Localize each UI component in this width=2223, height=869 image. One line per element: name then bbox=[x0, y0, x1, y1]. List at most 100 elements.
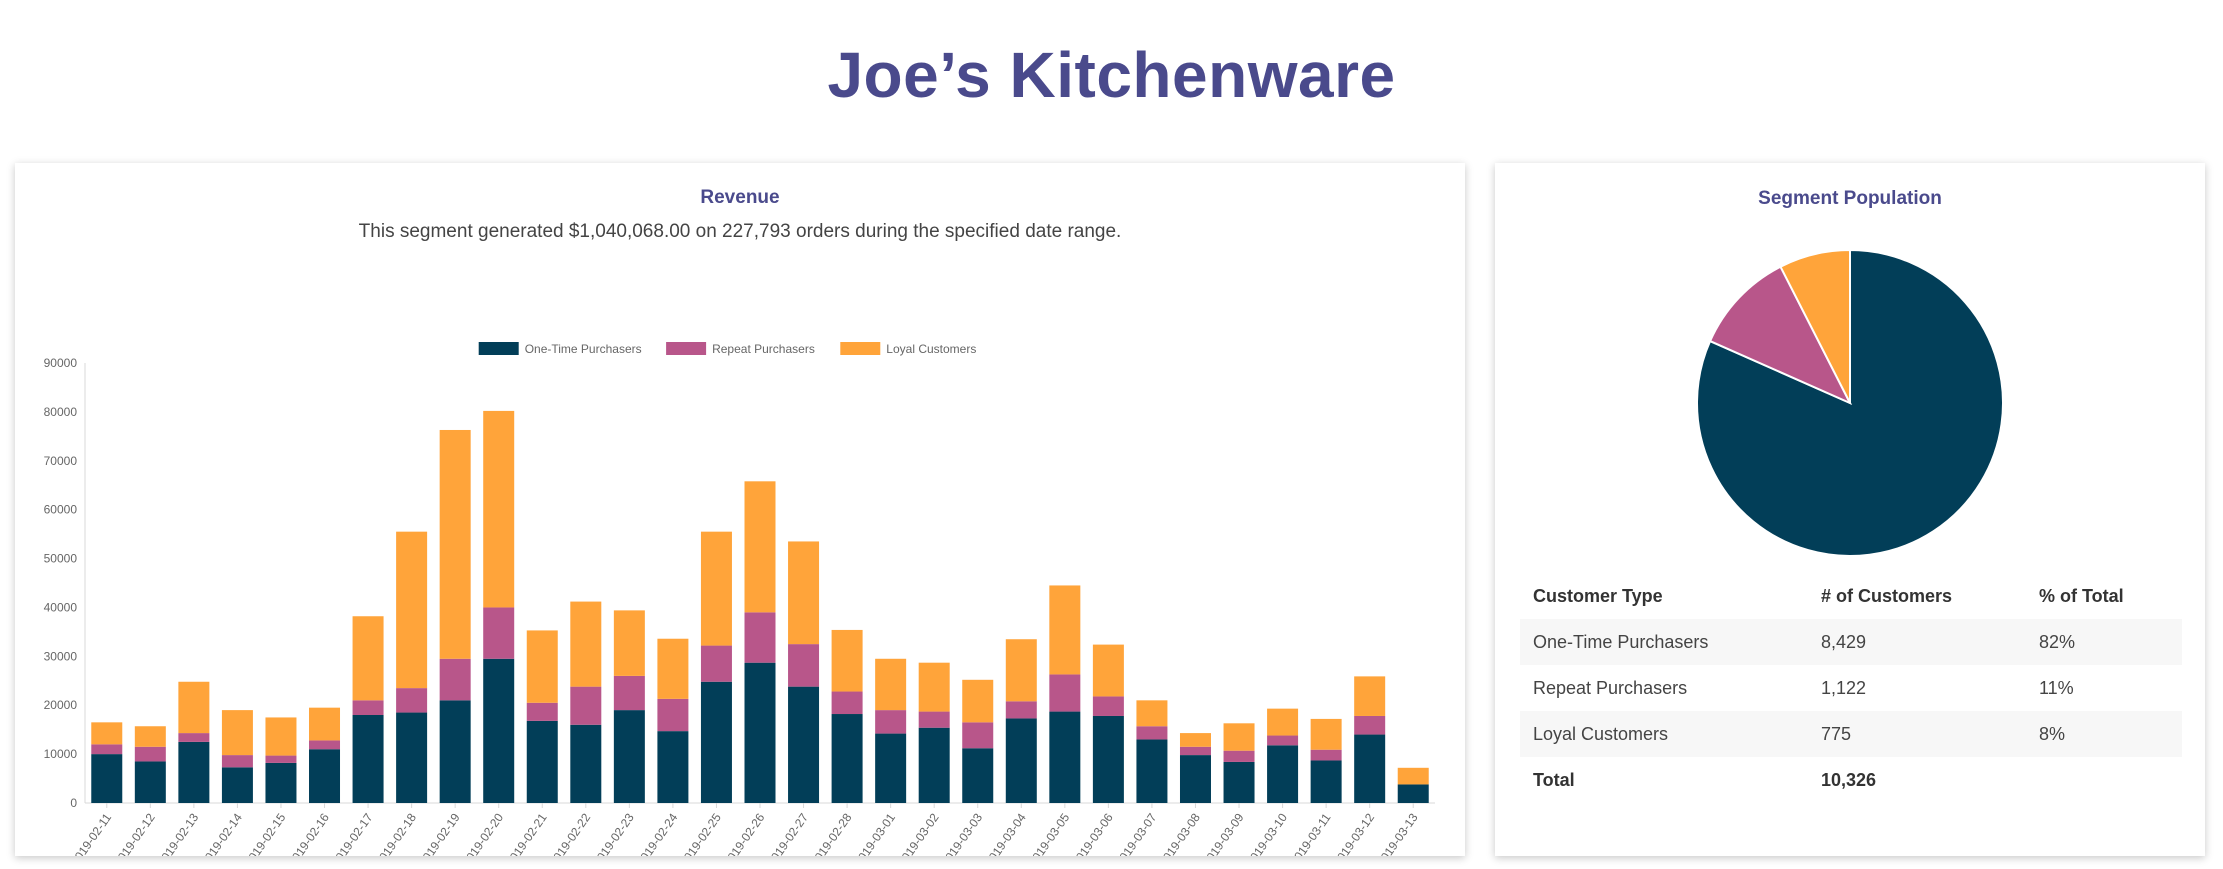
x-tick-label: 2019-03-12 bbox=[1330, 810, 1377, 856]
bar-segment bbox=[309, 707, 341, 741]
bar-segment bbox=[134, 726, 166, 747]
bar-segment bbox=[1005, 701, 1037, 719]
bar-segment bbox=[570, 601, 602, 687]
cell-percent: 11% bbox=[2039, 677, 2074, 698]
bar-segment bbox=[439, 658, 471, 701]
table-header-row: Customer Type # of Customers % of Total bbox=[1520, 573, 2182, 619]
bar-segment bbox=[1397, 784, 1429, 803]
bar-segment bbox=[831, 691, 863, 715]
bar-segment bbox=[396, 531, 428, 689]
header-percent-total: % of Total bbox=[2039, 585, 2124, 606]
legend-label: Repeat Purchasers bbox=[712, 342, 815, 356]
bar-segment bbox=[1092, 715, 1124, 803]
legend-swatch bbox=[478, 342, 519, 355]
x-tick-label: 2019-02-11 bbox=[68, 810, 114, 856]
bar-segment bbox=[526, 630, 558, 703]
bar-segment bbox=[439, 700, 471, 803]
bar-segment bbox=[178, 741, 210, 803]
bar-segment bbox=[483, 607, 515, 659]
bar-segment bbox=[657, 698, 689, 732]
cell-type: Loyal Customers bbox=[1520, 711, 1808, 757]
bar-segment bbox=[483, 658, 515, 803]
legend-label: Loyal Customers bbox=[886, 342, 976, 356]
bar-segment bbox=[439, 429, 471, 659]
bar-segment bbox=[221, 710, 253, 756]
bar-segment bbox=[1049, 674, 1081, 712]
pie-slice bbox=[1708, 265, 1853, 406]
x-tick-label: 2019-02-15 bbox=[242, 810, 289, 856]
bar-segment bbox=[1310, 718, 1342, 750]
x-tick-label: 2019-03-08 bbox=[1156, 810, 1203, 856]
bar-segment bbox=[265, 762, 297, 803]
bar-segment bbox=[788, 686, 820, 803]
total-label: Total bbox=[1533, 769, 1575, 790]
x-tick-label: 2019-02-21 bbox=[503, 810, 550, 856]
cell-count: 775 bbox=[1808, 711, 2026, 757]
pie-slice bbox=[1779, 248, 1851, 404]
header-customer-type: Customer Type bbox=[1533, 585, 1663, 606]
bar-segment bbox=[352, 616, 384, 701]
y-tick-label: 0 bbox=[70, 796, 77, 810]
x-tick-label: 2019-02-18 bbox=[372, 810, 419, 856]
revenue-title: Revenue bbox=[700, 187, 780, 208]
bar-segment bbox=[918, 727, 950, 803]
bar-segment bbox=[744, 481, 776, 613]
x-tick-label: 2019-02-20 bbox=[459, 810, 506, 856]
table-row: Loyal Customers 775 8% bbox=[1520, 711, 2182, 757]
bar-segment bbox=[831, 714, 863, 803]
bar-segment bbox=[1092, 696, 1124, 716]
y-tick-label: 60000 bbox=[44, 503, 78, 517]
bar-segment bbox=[788, 644, 820, 687]
bar-segment bbox=[1354, 734, 1386, 803]
bar-segment bbox=[918, 711, 950, 728]
x-tick-label: 2019-03-06 bbox=[1069, 810, 1116, 856]
y-tick-label: 10000 bbox=[44, 747, 78, 761]
total-count: 10,326 bbox=[1821, 769, 1877, 790]
cell-type: Repeat Purchasers bbox=[1533, 677, 1688, 698]
x-tick-label: 2019-02-16 bbox=[285, 810, 332, 856]
total-percent bbox=[2026, 757, 2182, 803]
bar-segment bbox=[221, 767, 253, 803]
y-tick-label: 80000 bbox=[44, 405, 78, 419]
x-tick-label: 2019-02-12 bbox=[111, 810, 158, 856]
x-tick-label: 2019-02-13 bbox=[155, 810, 202, 856]
bar-segment bbox=[483, 410, 515, 608]
bar-segment bbox=[309, 740, 341, 750]
bar-segment bbox=[265, 755, 297, 763]
x-tick-label: 2019-02-17 bbox=[329, 810, 376, 856]
bar-segment bbox=[700, 681, 732, 803]
page-title: Joe’s Kitchenware bbox=[827, 39, 1396, 111]
y-tick-label: 40000 bbox=[44, 600, 78, 614]
x-tick-label: 2019-03-09 bbox=[1200, 810, 1247, 856]
segment-table: Customer Type # of Customers % of Total … bbox=[1520, 573, 2182, 803]
bar-segment bbox=[396, 688, 428, 713]
bar-segment bbox=[1049, 711, 1081, 803]
table-row: Repeat Purchasers 1,122 11% bbox=[1520, 665, 2182, 711]
bar-segment bbox=[221, 755, 253, 768]
bar-segment bbox=[1354, 676, 1386, 716]
y-tick-label: 20000 bbox=[44, 698, 78, 712]
bar-segment bbox=[178, 681, 210, 734]
bar-segment bbox=[1005, 639, 1037, 702]
cell-percent: 82% bbox=[2026, 619, 2182, 665]
bar-segment bbox=[962, 679, 994, 723]
bar-segment bbox=[1397, 767, 1429, 785]
bar-segment bbox=[1179, 746, 1211, 756]
bar-segment bbox=[875, 733, 907, 803]
segment-pie-chart bbox=[1696, 248, 2004, 557]
x-tick-label: 2019-03-01 bbox=[851, 810, 898, 856]
bar-segment bbox=[657, 638, 689, 699]
bar-segment bbox=[265, 717, 297, 756]
cell-type: One-Time Purchasers bbox=[1520, 619, 1808, 665]
bar-segment bbox=[134, 746, 166, 762]
y-tick-label: 30000 bbox=[44, 649, 78, 663]
x-tick-label: 2019-03-10 bbox=[1243, 810, 1290, 856]
bar-segment bbox=[1223, 723, 1255, 751]
y-tick-label: 90000 bbox=[44, 356, 78, 370]
table-total-row: Total 10,326 bbox=[1520, 757, 2182, 803]
bar-segment bbox=[831, 629, 863, 692]
y-tick-label: 70000 bbox=[44, 454, 78, 468]
cell-percent: 8% bbox=[2026, 711, 2182, 757]
bar-segment bbox=[1179, 755, 1211, 803]
bar-segment bbox=[1136, 700, 1168, 727]
